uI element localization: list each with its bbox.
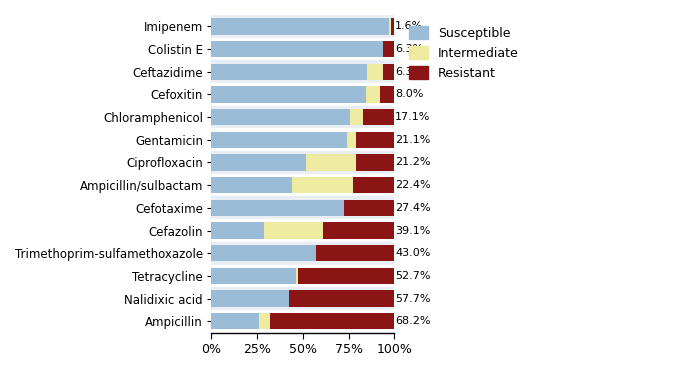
Bar	[344, 200, 394, 216]
Bar	[211, 174, 394, 197]
Bar	[289, 290, 394, 307]
Bar	[368, 63, 383, 80]
Text: 17.1%: 17.1%	[395, 112, 430, 122]
Bar	[363, 109, 394, 125]
Bar	[292, 177, 354, 193]
Text: 39.1%: 39.1%	[395, 226, 430, 236]
Bar	[211, 290, 289, 307]
Bar	[211, 106, 394, 128]
Bar	[211, 151, 394, 174]
Bar	[211, 219, 394, 242]
Bar	[264, 222, 323, 239]
Bar	[270, 313, 394, 329]
Bar	[211, 109, 349, 125]
Bar	[211, 200, 344, 216]
Bar	[211, 197, 394, 219]
Bar	[211, 83, 394, 106]
Bar	[211, 245, 316, 261]
Bar	[211, 268, 296, 284]
Bar	[211, 15, 394, 38]
Text: 21.1%: 21.1%	[395, 135, 430, 145]
Bar	[211, 265, 394, 287]
Bar	[316, 245, 394, 261]
Text: 6.3%: 6.3%	[395, 67, 423, 77]
Legend: Susceptible, Intermediate, Resistant: Susceptible, Intermediate, Resistant	[405, 21, 524, 85]
Bar	[211, 177, 292, 193]
Bar	[346, 132, 356, 148]
Bar	[356, 132, 394, 148]
Bar	[259, 313, 270, 329]
Bar	[380, 86, 394, 102]
Bar	[211, 287, 394, 310]
Bar	[323, 222, 394, 239]
Text: 21.2%: 21.2%	[395, 157, 430, 167]
Bar	[211, 313, 259, 329]
Bar	[354, 177, 394, 193]
Bar	[356, 154, 394, 171]
Bar	[383, 41, 394, 57]
Bar	[391, 18, 394, 35]
Text: 6.3%: 6.3%	[395, 44, 423, 54]
Bar	[349, 109, 363, 125]
Bar	[211, 154, 306, 171]
Bar	[211, 41, 383, 57]
Bar	[211, 63, 368, 80]
Text: 52.7%: 52.7%	[395, 271, 430, 281]
Text: 8.0%: 8.0%	[395, 89, 423, 99]
Bar	[211, 242, 394, 265]
Bar	[383, 63, 394, 80]
Text: 57.7%: 57.7%	[395, 293, 430, 303]
Bar	[306, 154, 356, 171]
Text: 43.0%: 43.0%	[395, 248, 430, 258]
Bar	[296, 268, 298, 284]
Bar	[389, 18, 391, 35]
Bar	[211, 18, 389, 35]
Bar	[211, 128, 394, 151]
Text: 68.2%: 68.2%	[395, 316, 430, 326]
Bar	[211, 60, 394, 83]
Bar	[211, 38, 394, 60]
Bar	[211, 222, 264, 239]
Text: 1.6%: 1.6%	[395, 22, 423, 31]
Bar	[366, 86, 380, 102]
Text: 22.4%: 22.4%	[395, 180, 431, 190]
Text: 27.4%: 27.4%	[395, 203, 431, 213]
Bar	[211, 132, 346, 148]
Bar	[211, 310, 394, 332]
Bar	[211, 86, 366, 102]
Bar	[298, 268, 394, 284]
